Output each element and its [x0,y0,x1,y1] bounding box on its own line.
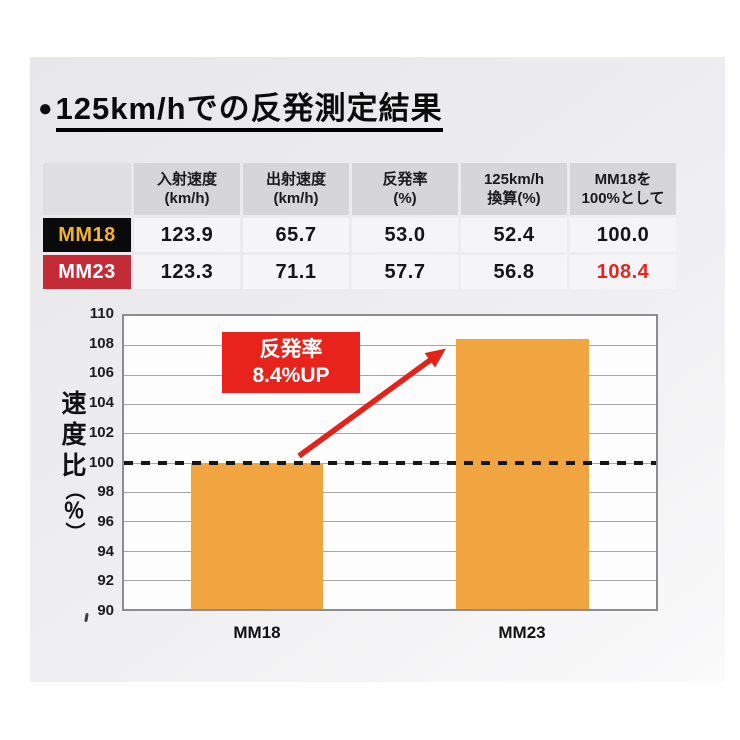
bullet-icon: ● [38,95,54,122]
table-cell: 123.9 [134,218,240,252]
slide-card: ●125km/hでの反発測定結果 入射速度 (km/h) 出射速度 (km/h)… [30,57,725,682]
chart-plot-area [122,314,658,611]
results-table: 入射速度 (km/h) 出射速度 (km/h) 反発率 (%) 125km/h … [40,160,679,292]
bar-mm23 [456,339,589,609]
row-label-mm18: MM18 [43,218,131,252]
header-mm18-base: MM18を 100%として [570,163,676,215]
x-tick-label-mm23: MM23 [498,623,546,642]
annotation-callout: 反発率 8.4%UP [222,332,360,393]
table-cell: 53.0 [352,218,458,252]
table-cell: 56.8 [461,255,567,289]
corner-cell [43,163,131,215]
annotation-line2: 8.4%UP [252,363,330,387]
table-cell: 100.0 [570,218,676,252]
header-exit-speed: 出射速度 (km/h) [243,163,349,215]
header-incident-speed: 入射速度 (km/h) [134,163,240,215]
table-cell: 123.3 [134,255,240,289]
bar-mm18 [191,463,323,609]
header-125kmh-conversion: 125km/h 換算(%) [461,163,567,215]
y-tick: 104 [88,394,114,411]
row-label-mm23: MM23 [43,255,131,289]
table-row-mm23: MM23 123.3 71.1 57.7 56.8 108.4 [43,255,676,289]
table-header-row: 入射速度 (km/h) 出射速度 (km/h) 反発率 (%) 125km/h … [43,163,676,215]
y-tick: 90 [97,602,114,619]
table-cell: 65.7 [243,218,349,252]
y-tick: 96 [97,513,114,530]
reference-line-100 [124,461,656,465]
table-row-mm18: MM18 123.9 65.7 53.0 52.4 100.0 [43,218,676,252]
y-tick: 102 [88,424,114,441]
header-rebound-rate: 反発率 (%) [352,163,458,215]
page-title-text: 125km/hでの反発測定結果 [55,91,443,132]
y-tick: 106 [88,364,114,381]
table-cell: 52.4 [461,218,567,252]
y-axis-char: 速 [61,390,87,418]
y-tick: 94 [97,543,114,560]
y-tick: 92 [97,572,114,589]
x-tick-label-mm18: MM18 [233,623,281,642]
y-tick: 100 [88,454,114,471]
y-tick: 110 [89,305,114,322]
table-cell: 71.1 [243,255,349,289]
y-axis-char: 度 [61,421,87,449]
table-cell: 57.7 [352,255,458,289]
page-title: ●125km/hでの反発測定結果 [38,83,443,132]
y-tick: 108 [88,335,114,352]
y-axis-char: 比 [61,452,87,480]
percent-symbol: ％ [63,500,85,523]
table-cell-highlight: 108.4 [570,255,676,289]
y-tick: 98 [97,483,114,500]
annotation-line1: 反発率 [259,337,323,361]
y-axis-title: 速 度 比 （ ％ ） [52,389,96,542]
